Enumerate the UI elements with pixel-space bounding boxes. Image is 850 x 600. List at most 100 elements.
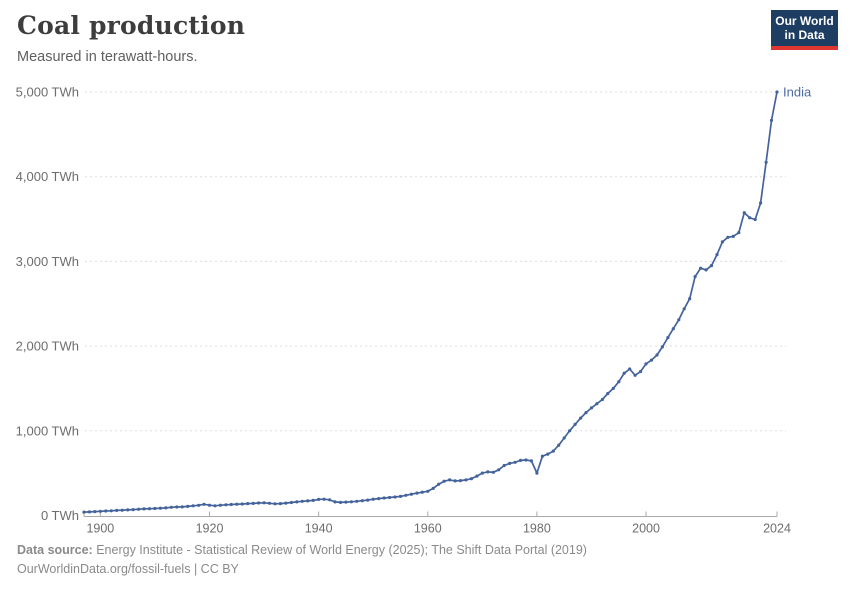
- data-point[interactable]: [579, 416, 583, 420]
- data-point[interactable]: [464, 478, 468, 482]
- data-point[interactable]: [568, 429, 572, 433]
- data-point[interactable]: [535, 471, 539, 475]
- data-point[interactable]: [486, 470, 490, 474]
- data-point[interactable]: [306, 499, 310, 503]
- data-point[interactable]: [682, 307, 686, 311]
- data-point[interactable]: [759, 201, 763, 205]
- data-point[interactable]: [589, 406, 594, 410]
- data-point[interactable]: [158, 506, 162, 510]
- data-point[interactable]: [677, 318, 681, 322]
- data-point[interactable]: [649, 358, 654, 362]
- data-point[interactable]: [595, 402, 599, 406]
- data-point[interactable]: [437, 482, 441, 486]
- data-point[interactable]: [720, 240, 725, 244]
- data-point[interactable]: [497, 468, 501, 472]
- data-point[interactable]: [415, 491, 419, 495]
- data-point[interactable]: [142, 507, 146, 511]
- data-point[interactable]: [317, 497, 321, 501]
- data-point[interactable]: [480, 471, 484, 475]
- data-point[interactable]: [191, 504, 195, 508]
- data-point[interactable]: [491, 470, 495, 474]
- data-point[interactable]: [611, 386, 615, 390]
- data-point[interactable]: [573, 422, 577, 426]
- data-point[interactable]: [377, 497, 381, 501]
- data-point[interactable]: [546, 452, 550, 456]
- data-point[interactable]: [311, 498, 315, 502]
- data-point[interactable]: [775, 90, 779, 94]
- data-point[interactable]: [584, 411, 588, 415]
- data-point[interactable]: [213, 504, 217, 508]
- series-india[interactable]: [82, 90, 779, 514]
- data-point[interactable]: [229, 502, 233, 507]
- data-point[interactable]: [660, 345, 665, 349]
- data-point[interactable]: [87, 510, 92, 514]
- data-point[interactable]: [715, 253, 719, 257]
- data-point[interactable]: [644, 362, 648, 366]
- entity-label-india[interactable]: India: [783, 85, 812, 100]
- data-point[interactable]: [469, 477, 473, 481]
- data-point[interactable]: [93, 510, 97, 514]
- data-point[interactable]: [426, 489, 430, 493]
- data-point[interactable]: [622, 371, 626, 375]
- data-point[interactable]: [557, 443, 561, 447]
- data-point[interactable]: [753, 217, 757, 222]
- data-point[interactable]: [442, 479, 446, 483]
- data-point[interactable]: [448, 478, 452, 482]
- data-point[interactable]: [404, 493, 408, 497]
- data-point[interactable]: [398, 494, 403, 498]
- data-point[interactable]: [224, 503, 228, 507]
- data-point[interactable]: [633, 373, 637, 377]
- data-point[interactable]: [218, 503, 222, 507]
- data-point[interactable]: [600, 397, 605, 402]
- data-point[interactable]: [453, 479, 457, 483]
- data-point[interactable]: [529, 459, 534, 463]
- data-point[interactable]: [180, 505, 184, 509]
- data-point[interactable]: [153, 506, 157, 511]
- data-point[interactable]: [764, 160, 768, 164]
- data-point[interactable]: [278, 502, 282, 506]
- data-point[interactable]: [322, 497, 326, 501]
- data-point[interactable]: [562, 436, 566, 440]
- data-point[interactable]: [344, 500, 348, 504]
- data-point[interactable]: [82, 510, 86, 514]
- data-point[interactable]: [726, 235, 730, 239]
- data-point[interactable]: [366, 498, 370, 502]
- data-point[interactable]: [475, 474, 479, 478]
- data-point[interactable]: [186, 504, 190, 508]
- data-point[interactable]: [262, 501, 266, 505]
- data-point[interactable]: [540, 454, 545, 458]
- data-point[interactable]: [109, 509, 113, 513]
- data-point[interactable]: [513, 460, 517, 464]
- data-point[interactable]: [164, 506, 168, 510]
- data-point[interactable]: [169, 505, 173, 509]
- data-point[interactable]: [360, 499, 364, 503]
- data-point[interactable]: [120, 508, 124, 512]
- data-point[interactable]: [671, 327, 675, 331]
- data-point[interactable]: [246, 502, 250, 506]
- data-point[interactable]: [709, 264, 714, 268]
- data-point[interactable]: [508, 461, 512, 465]
- data-point[interactable]: [431, 486, 435, 490]
- data-point[interactable]: [617, 380, 621, 384]
- series-line-india[interactable]: [83, 91, 778, 513]
- owid-url-link[interactable]: OurWorldinData.org/fossil-fuels: [17, 562, 191, 576]
- data-point[interactable]: [655, 353, 659, 357]
- data-point[interactable]: [704, 268, 708, 272]
- data-point[interactable]: [284, 501, 288, 505]
- data-point[interactable]: [688, 297, 692, 301]
- data-point[interactable]: [251, 501, 255, 505]
- data-point[interactable]: [628, 367, 632, 371]
- data-point[interactable]: [104, 509, 108, 513]
- data-point[interactable]: [737, 231, 741, 235]
- data-point[interactable]: [420, 490, 424, 494]
- data-point[interactable]: [731, 234, 735, 238]
- data-point[interactable]: [338, 500, 343, 504]
- data-point[interactable]: [502, 463, 506, 468]
- data-point[interactable]: [355, 499, 359, 503]
- data-point[interactable]: [131, 508, 135, 512]
- data-point[interactable]: [349, 500, 353, 504]
- data-point[interactable]: [518, 458, 523, 462]
- data-point[interactable]: [693, 275, 697, 279]
- owid-logo[interactable]: Our World in Data: [771, 10, 838, 50]
